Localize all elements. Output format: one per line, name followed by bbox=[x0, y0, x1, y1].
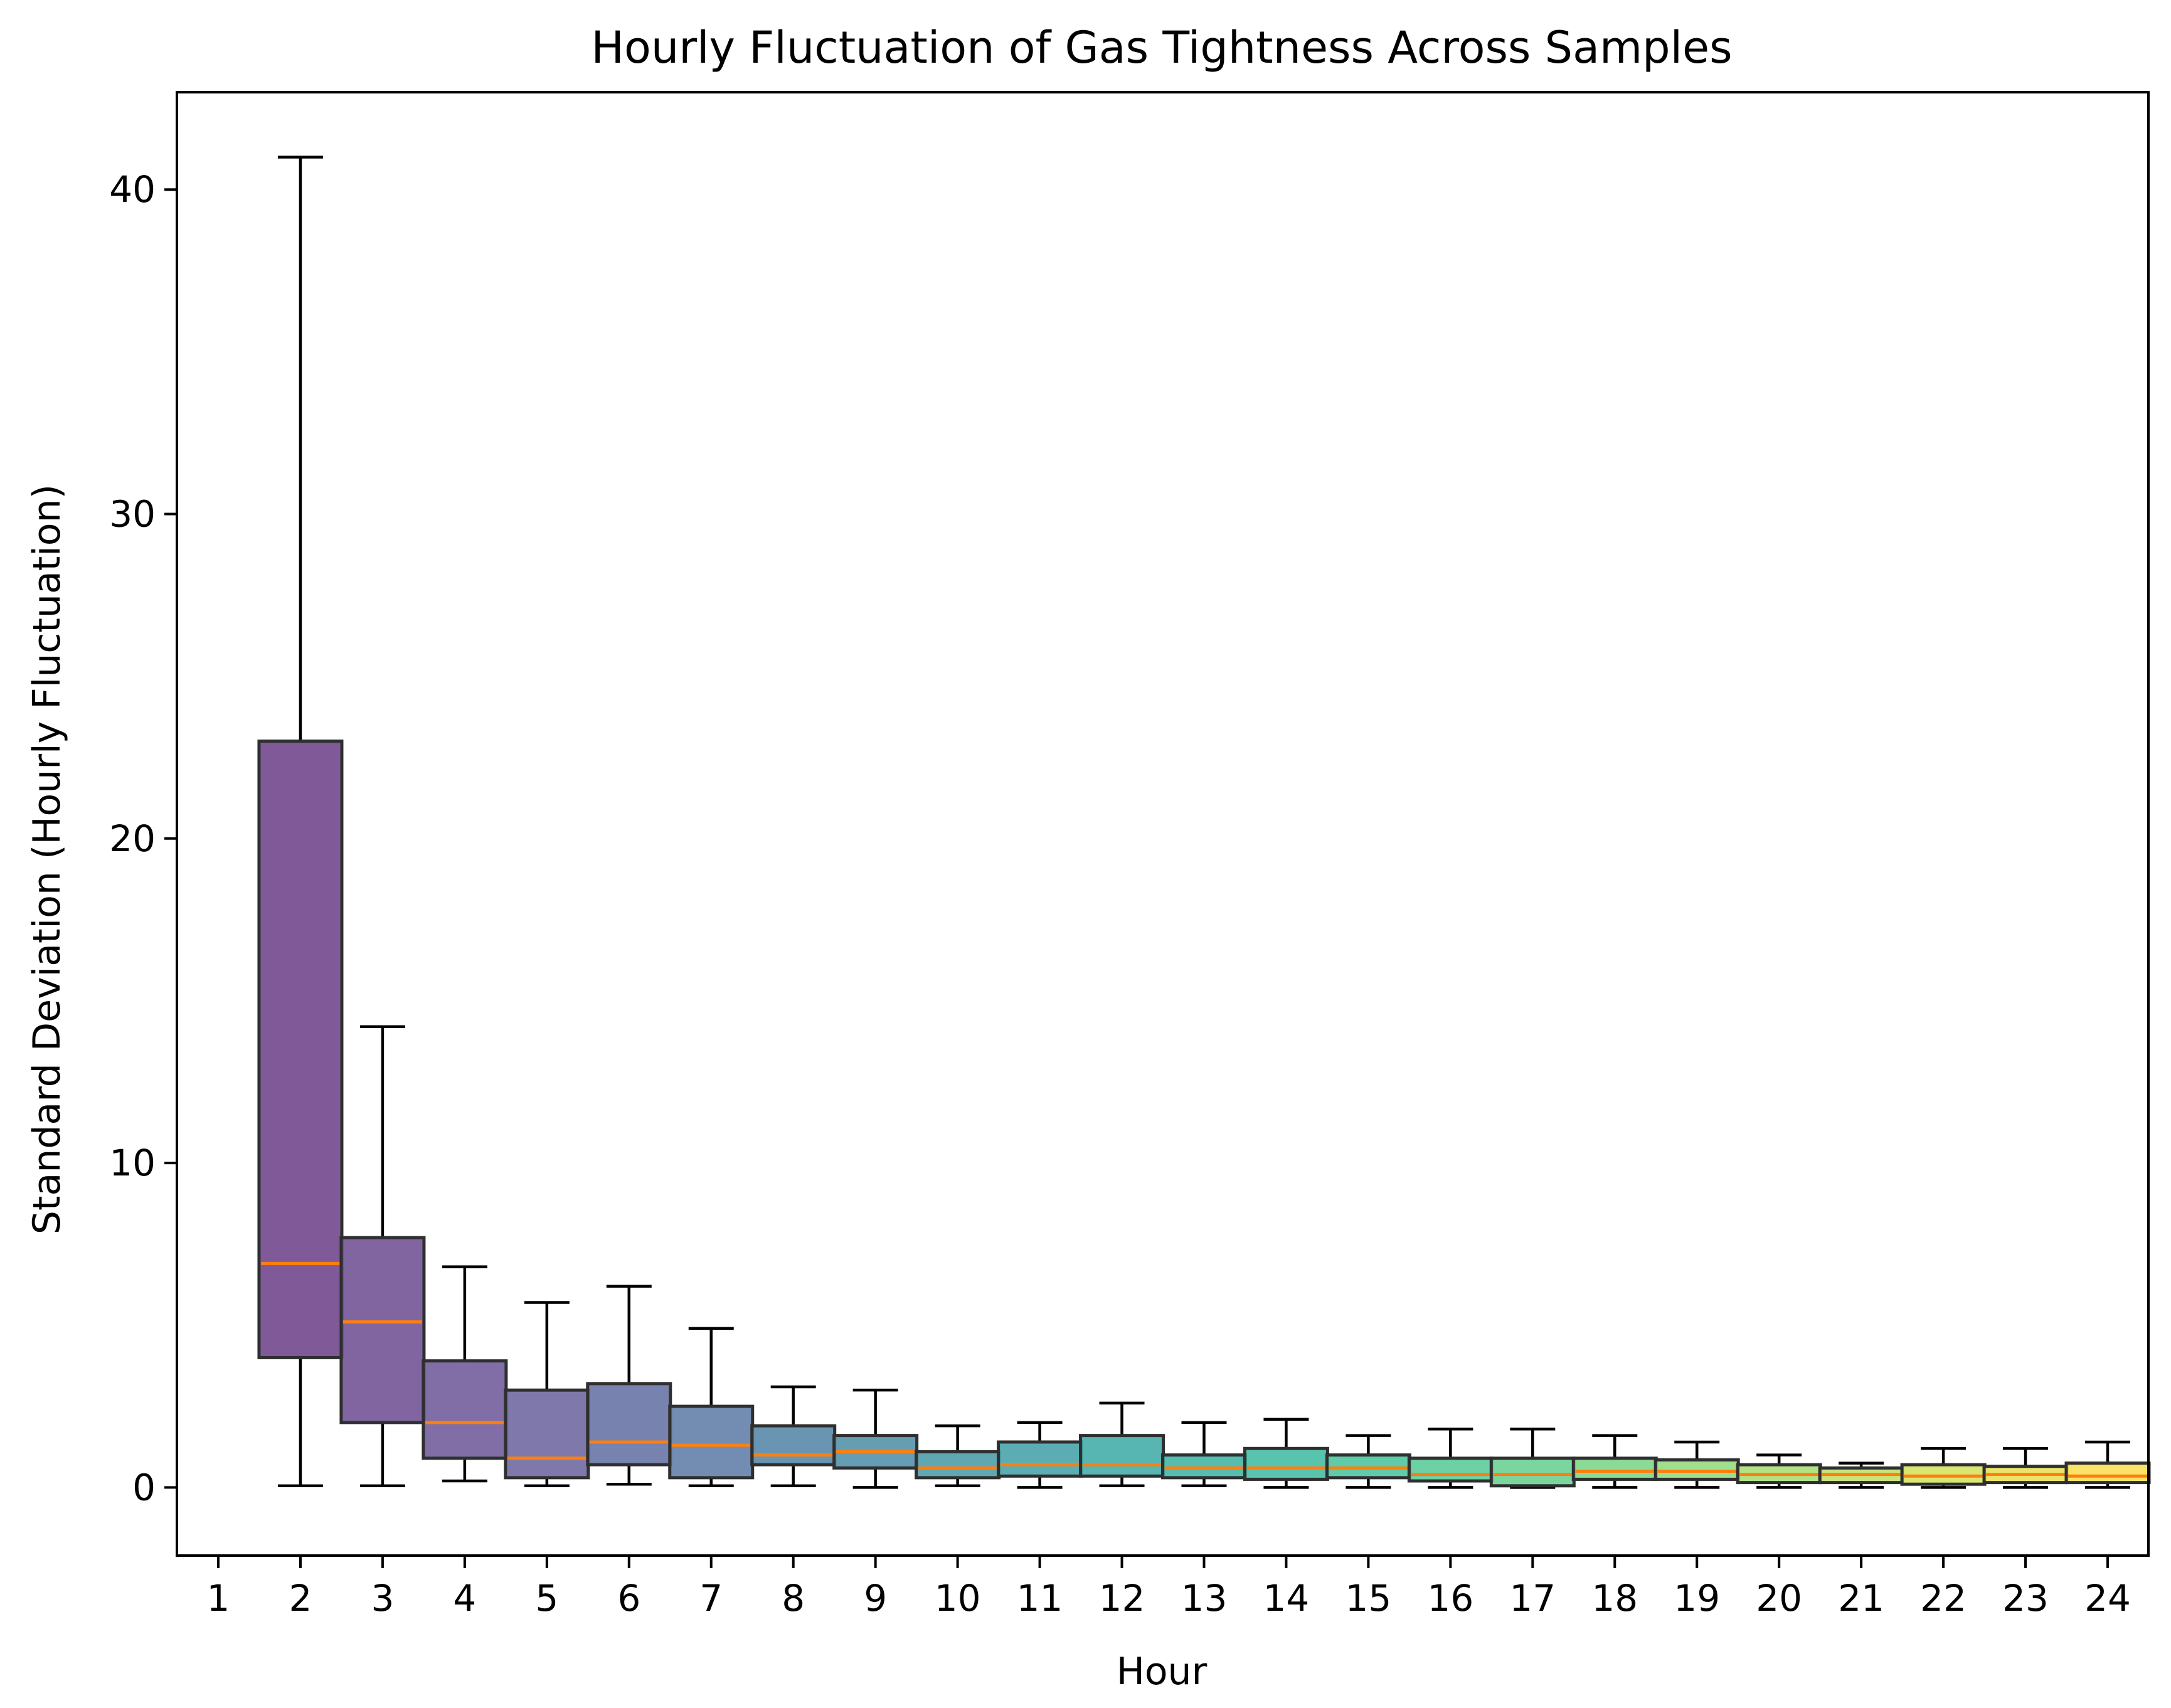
box-hour-2 bbox=[257, 156, 344, 1488]
box-hour-16 bbox=[1407, 1428, 1494, 1489]
x-tick-label: 23 bbox=[2002, 1577, 2049, 1620]
box-iqr bbox=[1571, 1456, 1658, 1481]
box-hour-21 bbox=[1818, 1461, 1904, 1489]
box-iqr bbox=[1160, 1453, 1247, 1480]
box-hour-15 bbox=[1325, 1434, 1411, 1489]
x-tick-label: 16 bbox=[1427, 1577, 1473, 1620]
box-hour-20 bbox=[1736, 1453, 1822, 1489]
box-iqr bbox=[586, 1382, 672, 1467]
box-hour-22 bbox=[1900, 1447, 1987, 1489]
chart-title: Hourly Fluctuation of Gas Tightness Acro… bbox=[591, 22, 1732, 73]
box-iqr bbox=[339, 1236, 426, 1424]
box-hour-24 bbox=[2064, 1440, 2151, 1489]
x-tick-label: 24 bbox=[2084, 1577, 2131, 1620]
x-tick-label: 7 bbox=[699, 1577, 723, 1620]
box-hour-5 bbox=[504, 1301, 590, 1488]
x-tick-label: 11 bbox=[1017, 1577, 1063, 1620]
x-tick-label: 15 bbox=[1345, 1577, 1391, 1620]
box-iqr bbox=[1243, 1446, 1329, 1481]
box-iqr bbox=[504, 1388, 590, 1480]
x-tick-label: 22 bbox=[1920, 1577, 1967, 1620]
box-iqr bbox=[1079, 1434, 1165, 1478]
box-hour-17 bbox=[1489, 1428, 1576, 1489]
x-tick-label: 13 bbox=[1181, 1577, 1228, 1620]
x-axis: 1 2 3 4 5 6 7 8 9 10 11 12 13 14 15 16 17 18 19 20 21 22 23 24 bbox=[207, 1556, 2131, 1620]
x-axis-label: Hour bbox=[1117, 1650, 1208, 1694]
x-tick-label: 4 bbox=[453, 1577, 476, 1620]
box-iqr bbox=[1653, 1458, 1740, 1481]
x-tick-label: 8 bbox=[782, 1577, 805, 1620]
box-hour-23 bbox=[1982, 1447, 2069, 1489]
box-iqr bbox=[1900, 1463, 1987, 1486]
box-iqr bbox=[257, 740, 344, 1359]
y-axis-label: Standard Deviation (Hourly Fluctuation) bbox=[25, 484, 69, 1234]
box-iqr bbox=[422, 1359, 508, 1460]
x-tick-label: 10 bbox=[935, 1577, 981, 1620]
box-iqr bbox=[750, 1424, 837, 1467]
y-tick-label: 30 bbox=[109, 492, 156, 535]
x-tick-label: 3 bbox=[371, 1577, 394, 1620]
box-hour-18 bbox=[1571, 1434, 1658, 1489]
box-hour-13 bbox=[1160, 1421, 1247, 1488]
box-iqr bbox=[1325, 1453, 1411, 1480]
x-tick-label: 9 bbox=[864, 1577, 887, 1620]
x-tick-label: 19 bbox=[1674, 1577, 1720, 1620]
y-tick-label: 20 bbox=[109, 817, 156, 860]
y-tick-label: 10 bbox=[109, 1142, 156, 1184]
box-hour-19 bbox=[1653, 1440, 1740, 1489]
box-hour-8 bbox=[750, 1385, 837, 1488]
x-tick-label: 17 bbox=[1509, 1577, 1556, 1620]
box-iqr bbox=[1407, 1456, 1494, 1483]
box-hour-14 bbox=[1243, 1418, 1329, 1489]
x-tick-label: 12 bbox=[1099, 1577, 1145, 1620]
x-tick-label: 2 bbox=[289, 1577, 312, 1620]
y-axis: 0 10 20 30 40 bbox=[109, 168, 177, 1509]
box-iqr bbox=[668, 1404, 755, 1480]
box-hour-11 bbox=[997, 1421, 1083, 1489]
x-tick-label: 6 bbox=[617, 1577, 640, 1620]
plot-frame bbox=[176, 91, 2150, 1557]
box-iqr bbox=[915, 1450, 1001, 1480]
box-hour-9 bbox=[832, 1388, 919, 1489]
x-tick-label: 1 bbox=[207, 1577, 230, 1620]
x-tick-label: 21 bbox=[1838, 1577, 1884, 1620]
box-hour-3 bbox=[339, 1025, 426, 1488]
box-hour-4 bbox=[422, 1265, 508, 1483]
box-hour-7 bbox=[668, 1327, 755, 1488]
box-iqr bbox=[1489, 1456, 1576, 1488]
y-tick-label: 0 bbox=[132, 1466, 156, 1509]
box-iqr bbox=[997, 1440, 1083, 1478]
box-hour-12 bbox=[1079, 1401, 1165, 1488]
y-tick-label: 40 bbox=[109, 168, 156, 211]
box-hour-6 bbox=[586, 1285, 672, 1486]
x-tick-label: 18 bbox=[1591, 1577, 1638, 1620]
box-iqr bbox=[2064, 1461, 2151, 1485]
box-hour-10 bbox=[915, 1424, 1001, 1488]
x-tick-label: 5 bbox=[535, 1577, 558, 1620]
x-tick-label: 14 bbox=[1263, 1577, 1310, 1620]
box-series bbox=[257, 156, 2151, 1489]
x-tick-label: 20 bbox=[1756, 1577, 1802, 1620]
